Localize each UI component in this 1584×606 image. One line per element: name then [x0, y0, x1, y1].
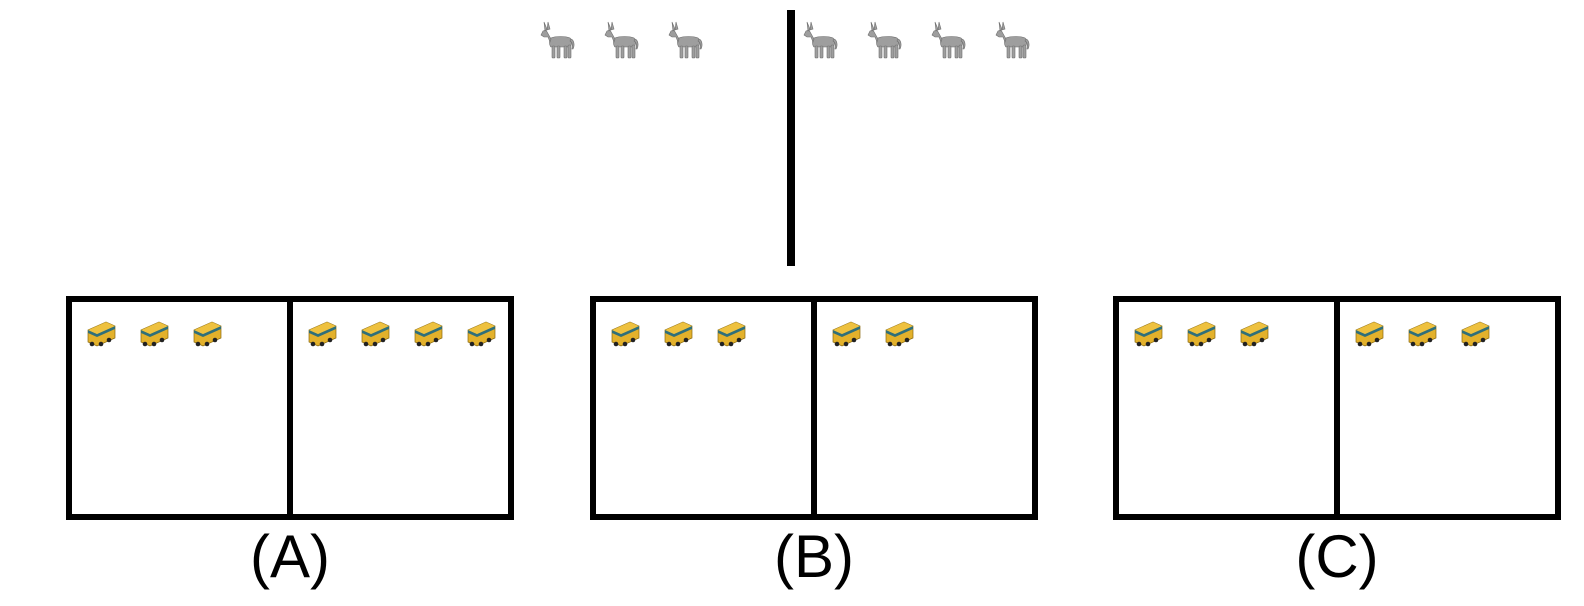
bus-icon: [1134, 321, 1163, 347]
top-left-donkey-group: [537, 14, 709, 70]
option-a-left-icons: [84, 316, 224, 350]
option-c-box[interactable]: [1113, 296, 1561, 520]
bus-icon: [467, 321, 496, 347]
donkey-icon: [867, 21, 902, 59]
donkey-icon: [540, 21, 575, 59]
option-c-label[interactable]: (C): [1295, 523, 1379, 590]
bus-icon: [832, 321, 861, 347]
option-c-right-panel: [1340, 302, 1555, 514]
bus-icon: [1355, 321, 1384, 347]
option-c-left-icons: [1131, 316, 1271, 350]
option-b-left-panel: [596, 302, 817, 514]
option-a-label[interactable]: (A): [250, 523, 330, 590]
option-b-right-panel: [817, 302, 1032, 514]
bus-icon: [717, 321, 746, 347]
bus-icon: [361, 321, 390, 347]
donkey-icon: [803, 21, 838, 59]
bus-icon: [193, 321, 222, 347]
option-a-box[interactable]: [66, 296, 514, 520]
bus-icon: [1187, 321, 1216, 347]
bus-icon: [885, 321, 914, 347]
vertical-divider: [787, 10, 795, 266]
donkey-icon: [931, 21, 966, 59]
top-right-donkey-group: [800, 14, 1036, 70]
option-b-box[interactable]: [590, 296, 1038, 520]
bus-icon: [308, 321, 337, 347]
bus-icon: [1461, 321, 1490, 347]
bus-icon: [1240, 321, 1269, 347]
option-a-left-panel: [72, 302, 293, 514]
donkey-icon: [995, 21, 1030, 59]
option-b-right-icons: [829, 316, 916, 350]
bus-icon: [664, 321, 693, 347]
option-a-right-panel: [293, 302, 508, 514]
donkey-icon: [668, 21, 703, 59]
option-b-left-icons: [608, 316, 748, 350]
option-c-left-panel: [1119, 302, 1340, 514]
bus-icon: [140, 321, 169, 347]
option-b-label[interactable]: (B): [774, 523, 854, 590]
bus-icon: [1408, 321, 1437, 347]
bus-icon: [414, 321, 443, 347]
bus-icon: [87, 321, 116, 347]
option-a-right-icons: [305, 316, 498, 350]
bus-icon: [611, 321, 640, 347]
option-c-right-icons: [1352, 316, 1492, 350]
donkey-icon: [604, 21, 639, 59]
